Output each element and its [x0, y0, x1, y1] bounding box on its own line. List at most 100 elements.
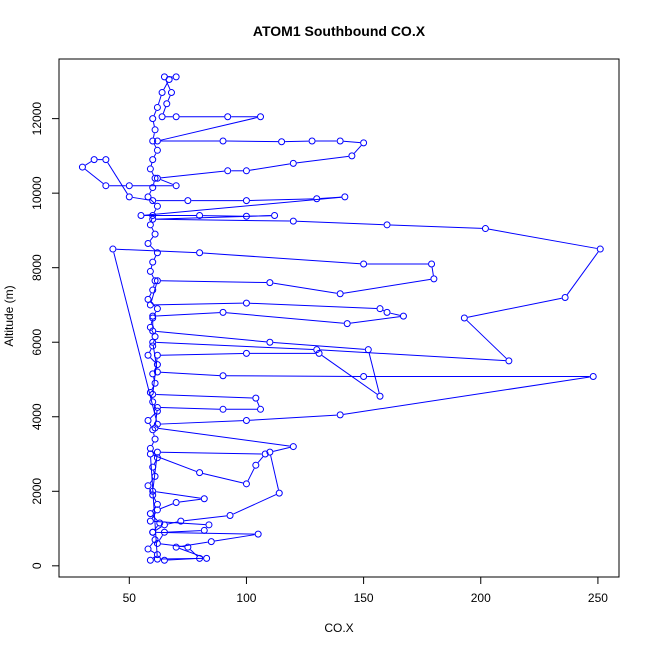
series-segment [431, 267, 434, 276]
data-point [589, 373, 597, 381]
x-axis: 50 100 150 200 250 [123, 576, 608, 605]
series-segment [156, 394, 253, 399]
data-point [561, 294, 569, 302]
data-point [149, 314, 157, 322]
data-point [177, 517, 185, 525]
data-point [257, 405, 265, 413]
series-segment [353, 145, 362, 154]
series-segment [149, 190, 152, 194]
data-point [596, 245, 604, 253]
data-point [137, 212, 145, 220]
series-segment [154, 410, 158, 425]
series-segment [190, 549, 198, 557]
data-point [266, 279, 274, 287]
data-point [266, 448, 274, 456]
series-segment [467, 297, 562, 318]
data-point [200, 495, 208, 503]
series-segment [488, 228, 597, 249]
data-point [125, 182, 133, 190]
series-segment [156, 312, 220, 317]
data-point [146, 323, 154, 331]
data-point [149, 390, 157, 398]
data-point [149, 398, 157, 406]
data-point [153, 539, 161, 547]
data-point [153, 361, 161, 369]
data-point [313, 195, 321, 203]
series-segment [257, 456, 264, 463]
data-point [172, 73, 180, 81]
data-point [275, 489, 283, 497]
series-segment [273, 446, 291, 452]
series-segment [270, 455, 279, 490]
series-segment [153, 284, 155, 287]
chart-title: ATOM1 Southbound CO.X [253, 23, 426, 39]
data-point [343, 320, 351, 328]
series-segment [156, 491, 201, 499]
data-point [158, 113, 166, 121]
series-segment [152, 556, 155, 559]
data-point [149, 197, 157, 205]
data-point [254, 530, 262, 538]
series-segment [153, 209, 157, 213]
x-tick-label: 200 [471, 591, 491, 605]
data-point [399, 312, 407, 320]
data-point [481, 225, 489, 233]
series-segment [184, 515, 227, 522]
data-point [149, 115, 157, 123]
series-segment [151, 512, 156, 519]
series-segment [156, 341, 314, 351]
data-point [151, 174, 159, 182]
series-segment [160, 451, 262, 455]
data-point [242, 349, 250, 357]
x-tick-label: 50 [123, 591, 137, 605]
data-point [196, 249, 204, 257]
series-segment [151, 442, 154, 446]
data-point [151, 536, 159, 544]
series-segment [85, 161, 92, 166]
data-point [153, 137, 161, 145]
data-point [278, 138, 286, 146]
data-point [90, 156, 98, 164]
data-point [153, 555, 161, 563]
data-point [151, 277, 159, 285]
plot-frame [58, 58, 620, 578]
data-point [149, 215, 157, 223]
series-segment [390, 224, 482, 229]
series-segment [150, 162, 153, 166]
data-point [289, 217, 297, 225]
data-point [196, 212, 204, 220]
series-segment [226, 140, 279, 143]
data-point [242, 299, 250, 307]
series-segment [156, 330, 267, 343]
data-point [149, 370, 157, 378]
data-point [376, 305, 384, 313]
data-point [153, 305, 161, 313]
data-point [149, 286, 157, 294]
series-segment [320, 349, 506, 362]
series-segment [160, 407, 220, 410]
data-point [146, 301, 154, 309]
data-point [144, 416, 152, 424]
series-segment [160, 420, 243, 425]
series-segment [153, 302, 243, 306]
series-segment [149, 292, 152, 297]
data-point [109, 245, 117, 253]
series-segment [226, 375, 361, 377]
series-segment [150, 321, 153, 325]
data-point [151, 424, 159, 432]
data-point [341, 193, 349, 201]
series-segment [368, 352, 380, 393]
data-point [149, 463, 157, 471]
data-point [200, 526, 208, 534]
series-segment [179, 541, 208, 548]
data-point [196, 469, 204, 477]
data-point [153, 407, 161, 415]
series-segment [163, 82, 168, 90]
series-segment [160, 371, 220, 377]
data-point [163, 100, 171, 108]
data-point [242, 416, 250, 424]
series-segment [158, 427, 290, 447]
series-segment [152, 133, 155, 138]
